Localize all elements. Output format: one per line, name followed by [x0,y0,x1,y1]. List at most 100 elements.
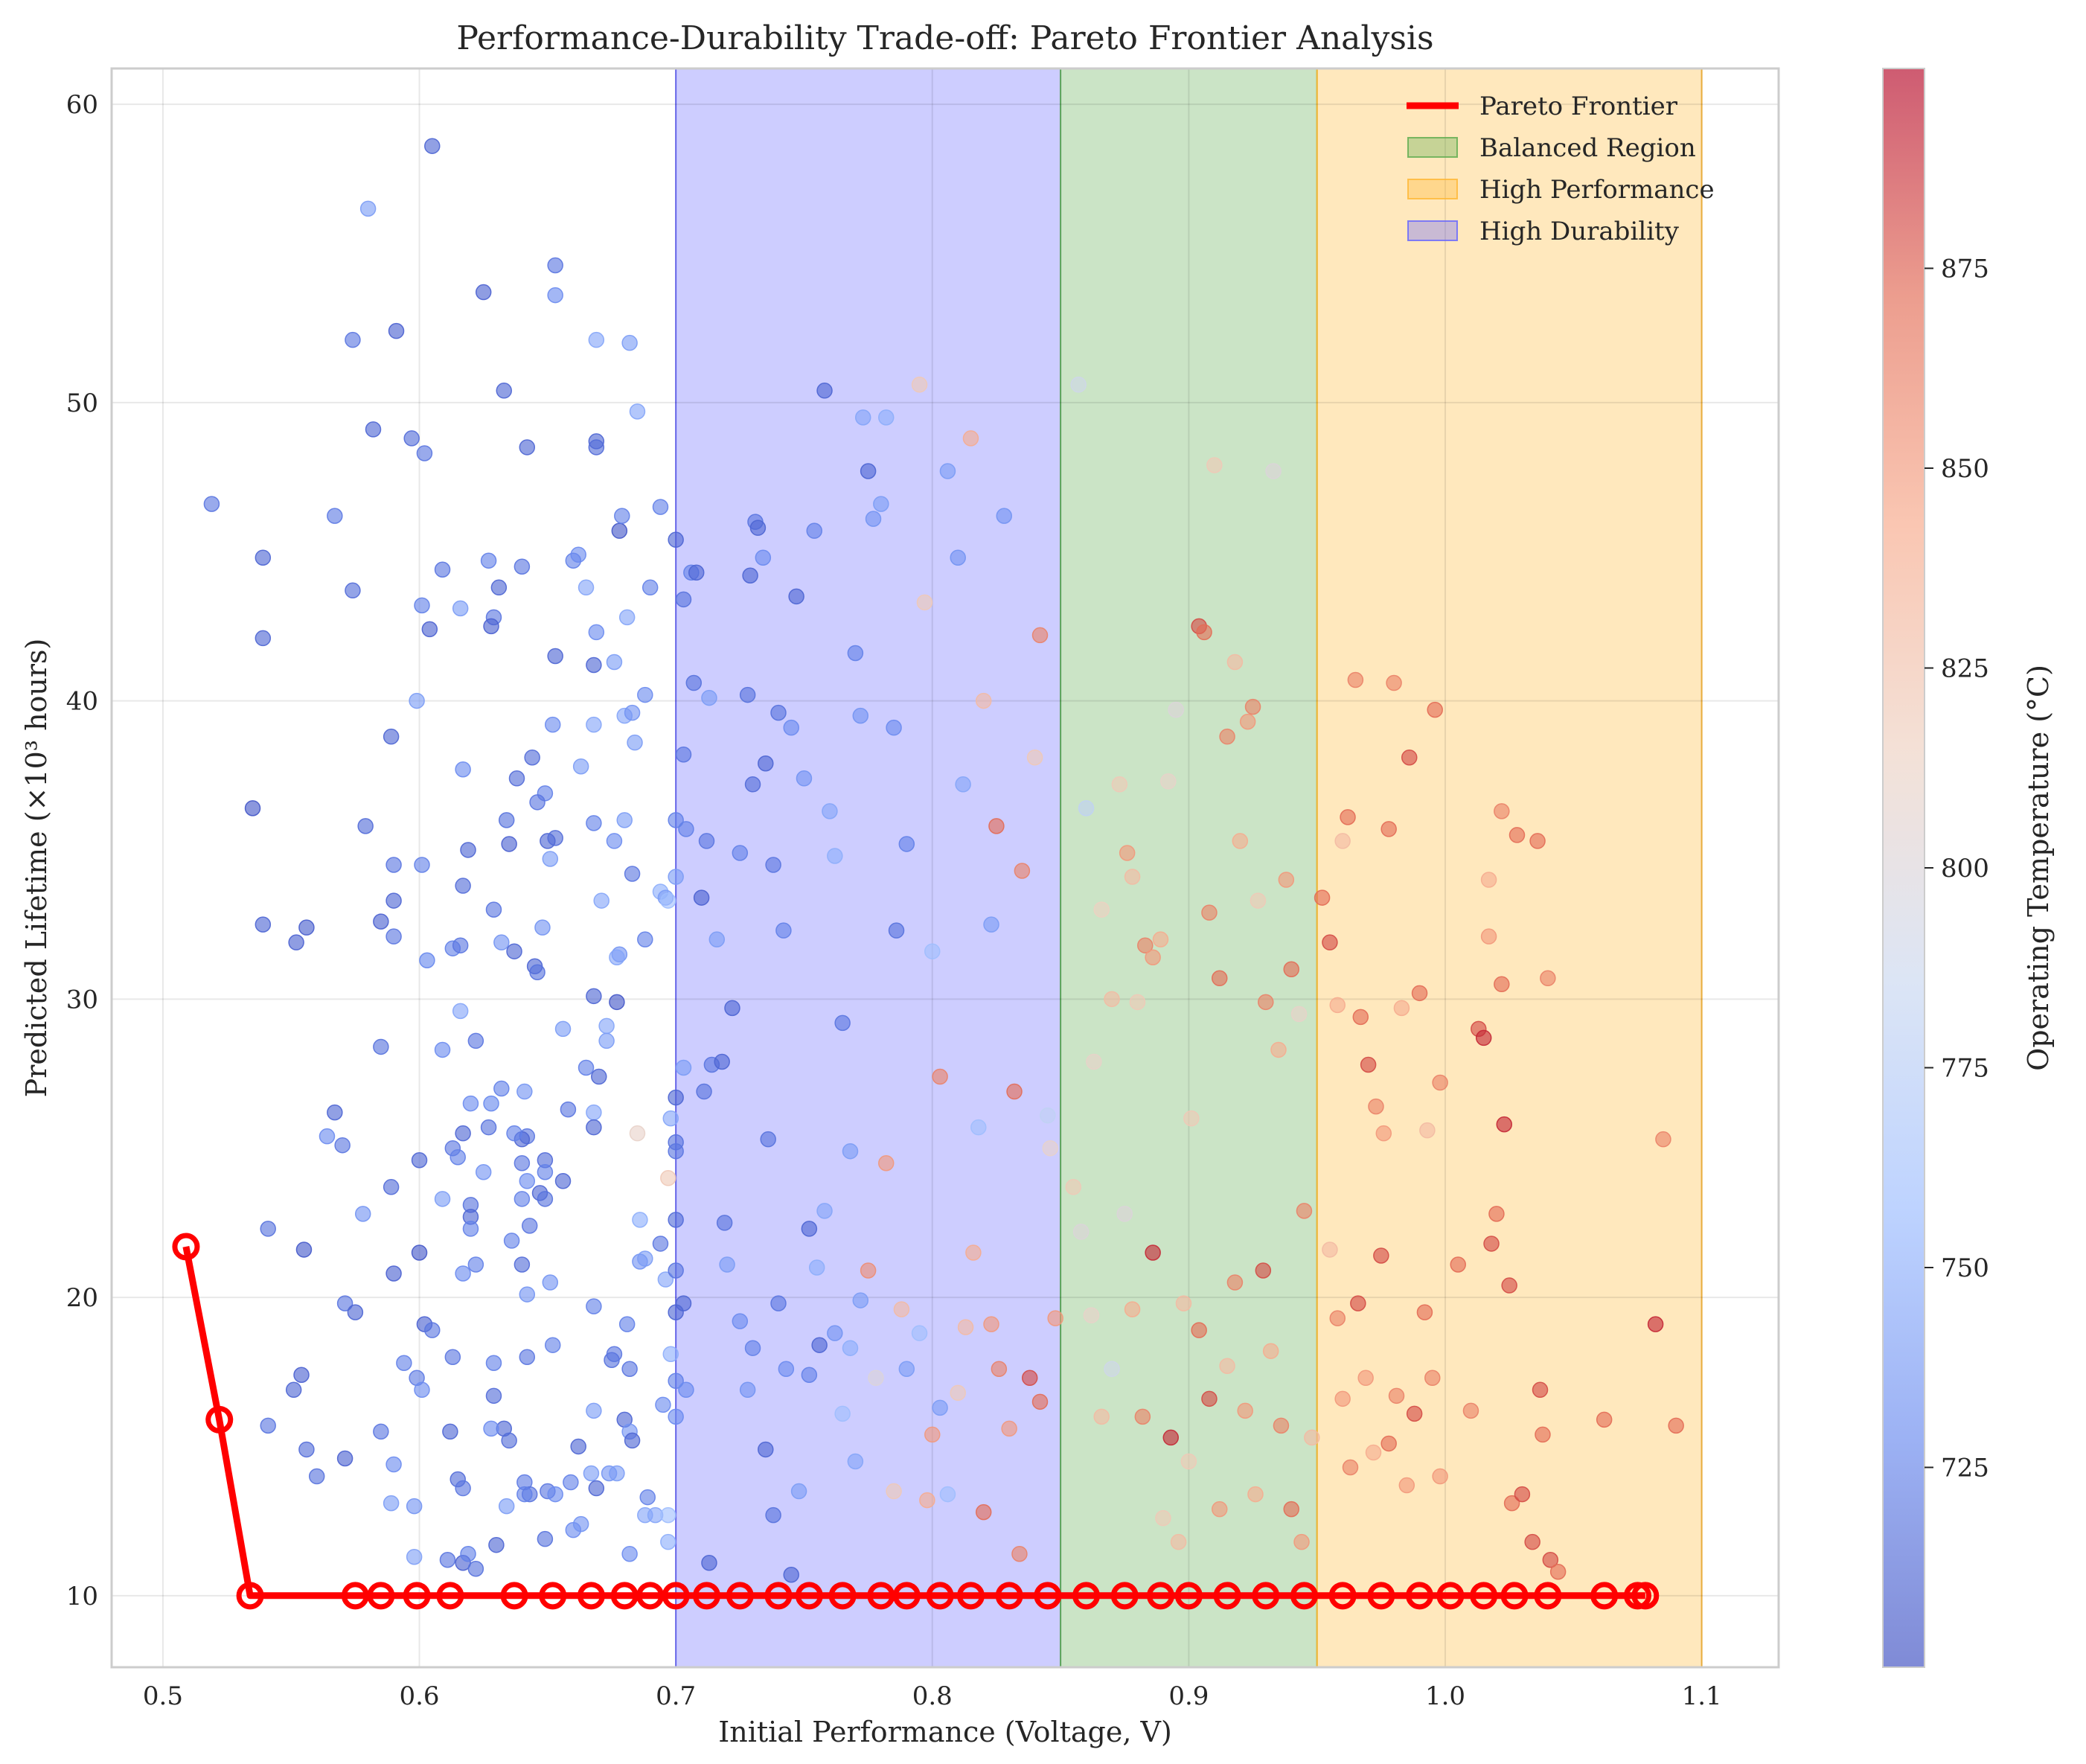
scatter-point [1380,821,1397,837]
scatter-point [609,949,625,965]
scatter-point [732,845,749,861]
scatter-point [1668,1417,1684,1434]
pareto-point [662,1582,690,1610]
region-high-durability [676,68,1061,1667]
scatter-point [409,692,425,709]
scatter-point [1183,1110,1200,1127]
legend-entry: Balanced Region [1479,133,1696,163]
scatter-point [560,1101,577,1118]
scatter-point [1350,1295,1366,1311]
scatter-point [1340,809,1356,825]
scatter-point [501,836,517,852]
scatter-point [449,1148,466,1166]
scatter-point [1411,985,1428,1002]
scatter-point [714,1053,730,1070]
scatter-point [873,496,889,512]
scatter-point [260,1417,276,1434]
scatter-point [1116,1206,1133,1222]
pareto-point [341,1582,369,1610]
scatter-point [373,1038,389,1055]
y-tick-label: 50 [66,389,98,418]
scatter-point [939,1486,956,1503]
scatter-point [285,1381,302,1399]
scatter-point [816,1203,833,1219]
scatter-point [547,287,563,304]
scatter-point [414,1381,430,1399]
scatter-point [298,1441,315,1458]
scatter-point [455,1265,471,1282]
scatter-point [521,1218,538,1234]
scatter-point [962,430,979,447]
scatter-point [660,892,676,909]
scatter-point [719,1256,735,1273]
scatter-point [1380,1435,1397,1452]
scatter-point [1086,1053,1102,1070]
scatter-point [1026,749,1043,766]
scatter-point [639,1489,656,1506]
plot-frame [110,67,1780,1669]
scatter-point [827,848,843,864]
scatter-point [1540,970,1556,987]
scatter-point [388,322,405,339]
scatter-point [842,1340,859,1356]
scatter-point [480,552,497,569]
scatter-point [1529,833,1546,849]
scatter-point [852,707,869,724]
scatter-point [385,1456,402,1473]
scatter-point [877,409,895,426]
scatter-point [434,561,451,578]
scatter-point [385,928,402,945]
scatter-point [755,549,772,566]
scatter-point [898,1361,915,1378]
pareto-point [403,1582,431,1610]
y-axis-ticks: 10 20 30 40 50 60 [66,90,98,1611]
legend-swatch-patch [1407,179,1458,199]
scatter-point [770,1295,787,1311]
scatter-point [955,776,971,793]
scatter-point [496,383,513,399]
scatter-point [483,1095,499,1112]
scatter-point [865,511,882,527]
scatter-point [488,1536,505,1553]
scatter-point [1206,457,1223,473]
scatter-point [598,1032,615,1049]
scatter-point [660,1506,676,1524]
scatter-point [1334,833,1351,849]
scatter-point [660,1170,676,1186]
scatter-point [1388,1387,1405,1405]
scatter-point [336,1295,353,1311]
pareto-point [867,1582,895,1610]
chart-title: Performance-Durability Trade-off: Pareto… [456,19,1433,57]
y-tick-label: 20 [66,1283,98,1313]
scatter-point [629,403,646,420]
scatter-point [1347,671,1364,688]
scatter-point [524,749,540,766]
scatter-point [586,815,602,831]
scatter-point [519,439,536,456]
x-axis-ticks: 0.5 0.6 0.7 0.8 0.9 1.0 1.1 [143,1681,1722,1711]
scatter-point [742,567,758,584]
pareto-frontier [172,1233,1660,1610]
scatter-point [678,821,694,837]
scatter-point [1373,1247,1389,1264]
scatter-point [586,1104,602,1121]
scatter-point [1503,1495,1520,1512]
scatter-point [1111,776,1128,793]
scatter-point [586,1119,602,1136]
scatter-point [534,919,551,936]
scatter-point [1072,1224,1090,1240]
pareto-point [236,1582,264,1610]
scatter-point [632,1212,648,1228]
scatter-point [924,1426,941,1443]
scatter-point [586,988,602,1005]
pareto-point [1072,1582,1101,1610]
scatter-point [1419,1122,1436,1139]
pareto-point [956,1582,985,1610]
scatter-point [1342,1459,1359,1476]
scatter-point [462,1221,479,1237]
scatter-point [1480,928,1497,945]
scatter-point [801,1221,818,1237]
scatter-point [1219,728,1235,745]
scatter-point [609,1465,625,1482]
scatter-point [1137,937,1154,953]
